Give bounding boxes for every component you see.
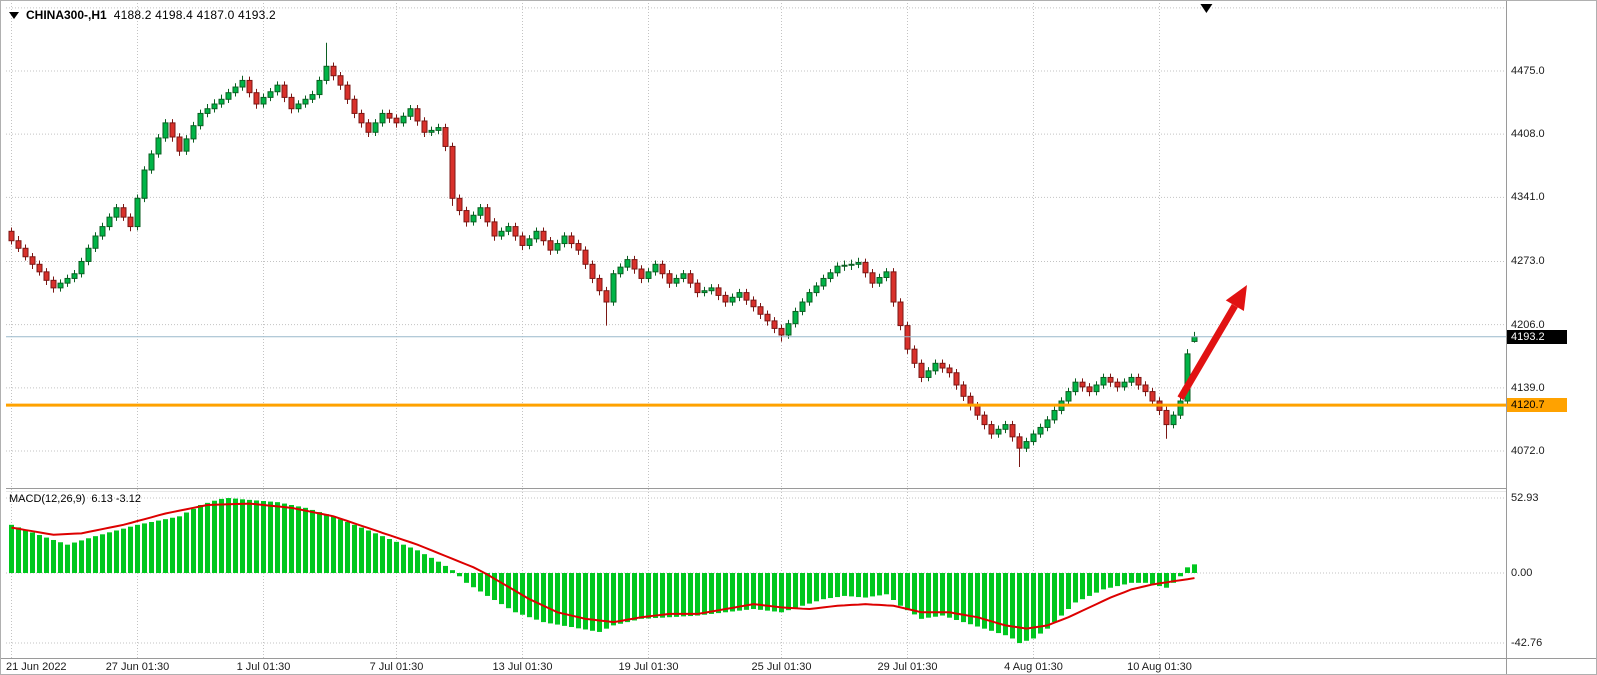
macd-name: MACD(12,26,9) (9, 493, 86, 505)
symbol-header: CHINA300-,H1 4188.2 4198.4 4187.0 4193.2 (9, 8, 276, 22)
macd-values: 6.13 -3.12 (91, 493, 141, 505)
candlestick-series (8, 42, 1198, 468)
trend-arrow-annotation[interactable] (1177, 285, 1248, 400)
macd-signal-line (11, 502, 1195, 630)
symbol-dropdown-icon[interactable] (9, 11, 19, 19)
ohlc-readout: 4188.2 4198.4 4187.0 4193.2 (113, 8, 276, 22)
chart-shift-marker[interactable] (1200, 4, 1213, 13)
symbol-title: CHINA300-,H1 (26, 8, 107, 22)
macd-indicator-label: MACD(12,26,9) 6.13 -3.12 (9, 493, 141, 505)
macd-histogram (9, 498, 1197, 644)
